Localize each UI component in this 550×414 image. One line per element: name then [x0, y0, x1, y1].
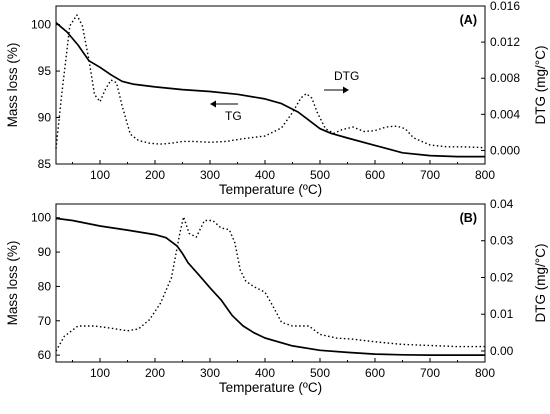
y-left-tick-label: 80	[38, 279, 52, 293]
tg-arrow-head	[210, 100, 216, 108]
plot-frame	[55, 5, 486, 165]
y-right-tick-label: 0.000	[490, 143, 520, 157]
x-tick-label: 700	[420, 168, 440, 182]
x-tick-label: 800	[475, 168, 495, 182]
panel-a: 100 200 300 400 500 600 700 800 85 90 95 100 0.000 0.…	[5, 0, 548, 197]
y-left-tick-label: 100	[31, 18, 51, 32]
dtg-arrow-head	[343, 86, 349, 94]
y-left-axis-label: Mass loss (%)	[5, 241, 20, 326]
y-right-tick-label: 0.04	[490, 197, 514, 211]
x-tick-label: 200	[145, 366, 165, 380]
y-right-tick-label: 0.00	[490, 344, 514, 358]
x-tick-label: 600	[365, 168, 385, 182]
dtg-curve	[55, 216, 485, 352]
y-right-tick-label: 0.008	[490, 71, 520, 85]
y-left-tick-label: 100	[31, 211, 51, 225]
tg-annotation-label: TG	[225, 109, 242, 123]
x-tick-label: 700	[420, 366, 440, 380]
x-axis-label: Temperature (ºC)	[219, 380, 322, 395]
x-tick-label: 800	[475, 366, 495, 380]
y-right-tick-label: 0.01	[490, 307, 514, 321]
x-tick-label: 100	[90, 366, 110, 380]
y-right-tick-label: 0.016	[490, 0, 520, 13]
x-tick-label: 400	[255, 168, 275, 182]
y-left-tick-label: 85	[38, 157, 52, 171]
x-tick-label: 400	[255, 366, 275, 380]
y-left-tick-label: 90	[38, 245, 52, 259]
y-left-tick-label: 90	[38, 111, 52, 125]
x-tick-label: 100	[90, 168, 110, 182]
x-axis-label: Temperature (ºC)	[219, 182, 322, 197]
x-tick-label: 300	[200, 366, 220, 380]
dtg-curve	[55, 14, 486, 149]
x-tick-label: 500	[310, 366, 330, 380]
x-tick-label: 300	[200, 168, 220, 182]
x-tick-label: 200	[145, 168, 165, 182]
tg-curve	[55, 22, 485, 158]
y-right-tick-label: 0.03	[490, 234, 514, 248]
y-right-tick-label: 0.004	[490, 107, 520, 121]
y-right-axis-label: DTG (mg/°C)	[533, 244, 548, 323]
y-right-axis-label: DTG (mg/°C)	[533, 46, 548, 125]
x-tick-label: 600	[365, 366, 385, 380]
panel-label: (B)	[460, 211, 477, 225]
plot-frame	[55, 203, 486, 363]
y-right-tick-label: 0.02	[490, 270, 514, 284]
panel-label: (A)	[460, 13, 477, 27]
dtg-annotation-label: DTG	[334, 69, 359, 83]
y-left-tick-label: 60	[38, 348, 52, 362]
y-left-tick-label: 95	[38, 64, 52, 78]
tg-curve	[55, 217, 485, 356]
panel-b: 100 200 300 400 500 600 700 800 60 70 80 90 100 0.00 0…	[5, 197, 548, 395]
y-right-tick-label: 0.012	[490, 35, 520, 49]
y-left-axis-label: Mass loss (%)	[5, 43, 20, 128]
x-tick-label: 500	[310, 168, 330, 182]
y-left-tick-label: 70	[38, 314, 52, 328]
